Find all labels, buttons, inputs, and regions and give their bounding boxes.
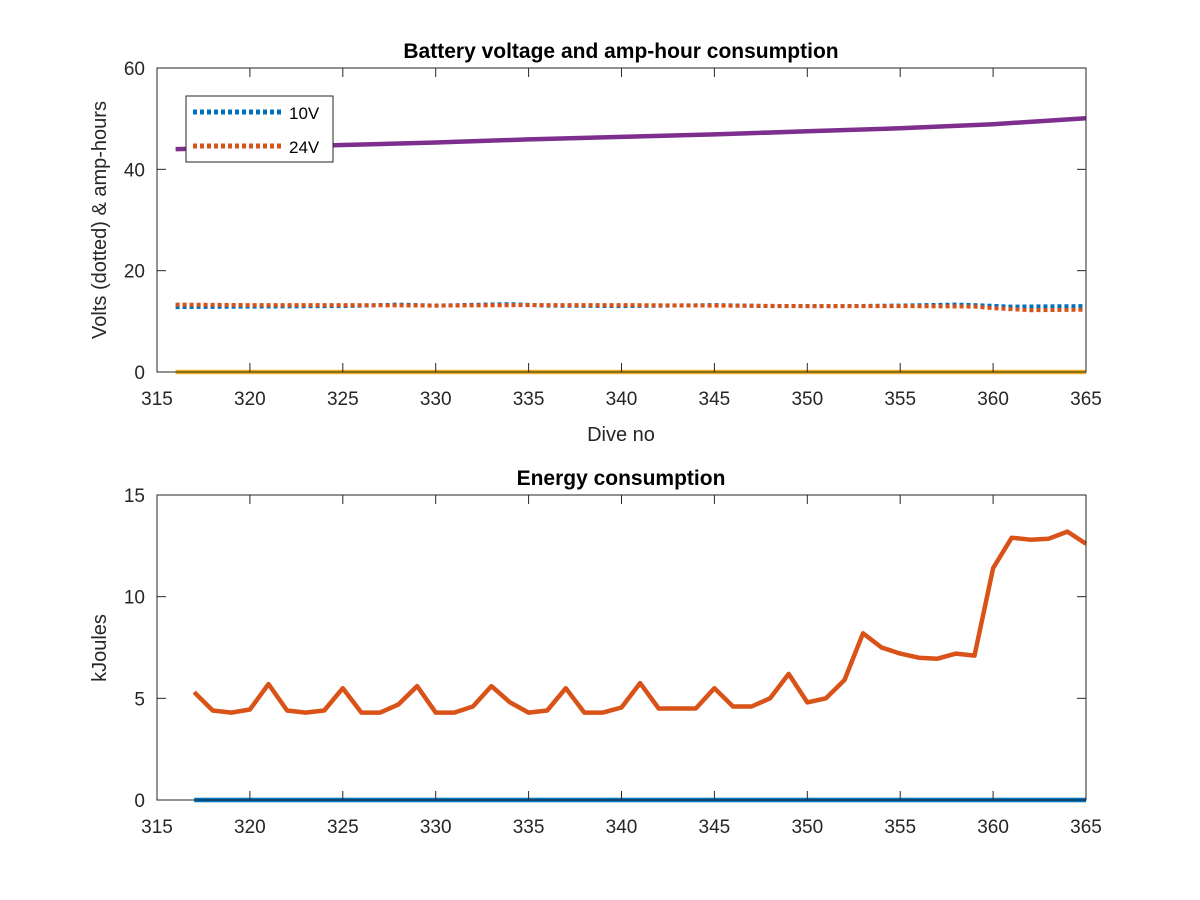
- top-x-tick-label: 330: [420, 389, 452, 410]
- bottom-x-tick-label: 325: [327, 817, 359, 838]
- legend-label-24v: 24V: [289, 138, 320, 157]
- top-axes-box: [156, 67, 1087, 373]
- top-x-tick-label: 325: [327, 389, 359, 410]
- bottom-x-tick-label: 345: [699, 817, 731, 838]
- top-axes: Battery voltage and amp-hour consumption…: [89, 40, 1102, 446]
- bottom-y-tick-label: 0: [134, 791, 145, 812]
- top-x-tick-label: 345: [699, 389, 731, 410]
- bottom-y-tick-label: 5: [134, 689, 145, 710]
- bottom-ticks: 315 320 325 330 335 340 345 350 355 360 365 0 5 10 15: [124, 486, 1102, 838]
- bottom-x-tick-label: 355: [884, 817, 916, 838]
- bottom-axes-box: [156, 494, 1087, 801]
- top-ticks: 315 320 325 330 335 340 345 350 355 360 365 0 20 40 60: [124, 59, 1102, 410]
- legend: 10V 24V: [185, 95, 334, 163]
- top-x-tick-label: 315: [141, 389, 173, 410]
- bottom-x-tick-label: 360: [977, 817, 1009, 838]
- top-y-axis-label: Volts (dotted) & amp-hours: [89, 101, 111, 339]
- legend-label-10v: 10V: [289, 104, 320, 123]
- legend-box: [185, 95, 334, 163]
- top-x-tick-label: 355: [884, 389, 916, 410]
- top-x-tick-label: 320: [234, 389, 266, 410]
- bottom-plot-area: [192, 529, 1088, 803]
- top-y-tick-label: 0: [134, 363, 145, 384]
- top-chart-title: Battery voltage and amp-hour consumption: [403, 40, 838, 63]
- bottom-y-tick-label: 15: [124, 486, 145, 507]
- bottom-axes: Energy consumption kJoules 315 320 325 330 3…: [89, 467, 1102, 838]
- bottom-x-tick-label: 340: [606, 817, 638, 838]
- top-y-tick-label: 60: [124, 59, 145, 80]
- top-x-axis-label: Dive no: [587, 424, 655, 446]
- bottom-x-tick-label: 335: [513, 817, 545, 838]
- bottom-x-tick-label: 315: [141, 817, 173, 838]
- top-y-tick-label: 20: [124, 262, 145, 283]
- bottom-x-tick-label: 320: [234, 817, 266, 838]
- bottom-x-tick-label: 330: [420, 817, 452, 838]
- top-x-tick-label: 335: [513, 389, 545, 410]
- top-y-tick-label: 40: [124, 160, 145, 181]
- bottom-x-tick-label: 365: [1070, 817, 1102, 838]
- bottom-x-tick-label: 350: [791, 817, 823, 838]
- bottom-y-axis-label: kJoules: [89, 614, 111, 682]
- top-x-tick-label: 340: [606, 389, 638, 410]
- top-x-tick-label: 350: [791, 389, 823, 410]
- bottom-chart-title: Energy consumption: [517, 467, 726, 490]
- bottom-series-line-0: [192, 529, 1088, 715]
- top-x-tick-label: 360: [977, 389, 1009, 410]
- top-x-tick-label: 365: [1070, 389, 1102, 410]
- bottom-y-tick-label: 10: [124, 588, 145, 609]
